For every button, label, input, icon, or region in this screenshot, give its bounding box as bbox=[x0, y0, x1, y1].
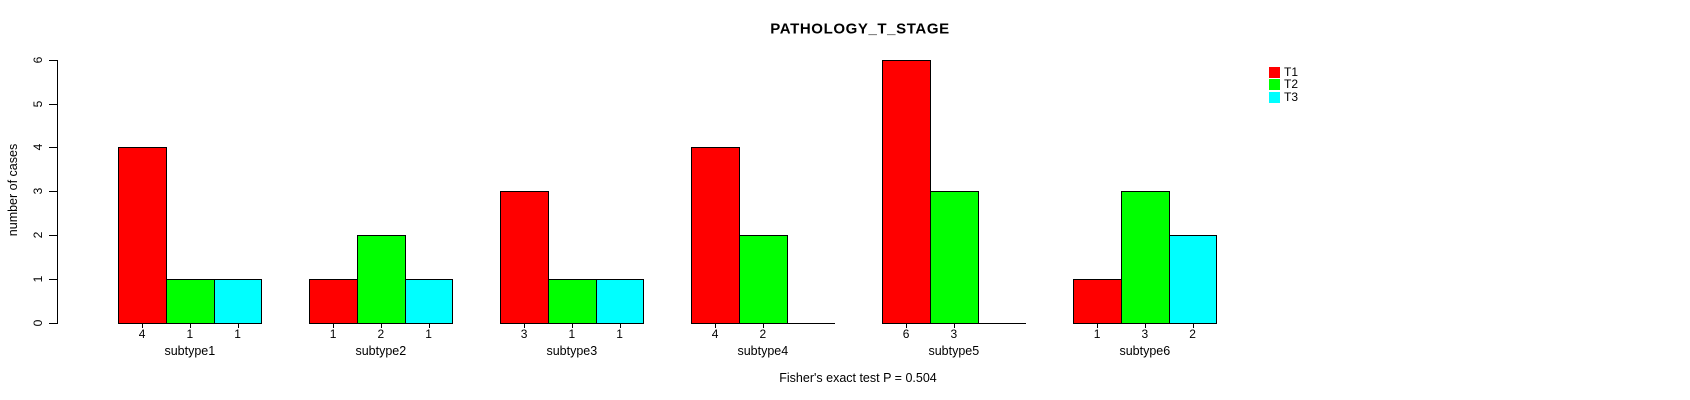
chart-title: PATHOLOGY_T_STAGE bbox=[770, 20, 950, 38]
category-label-subtype1: subtype1 bbox=[164, 344, 216, 358]
y-axis-tick-label: 1 bbox=[31, 275, 45, 283]
x-axis-tick bbox=[1144, 324, 1146, 328]
y-axis-tick-label: 3 bbox=[31, 187, 45, 195]
bar-value-label-T2-subtype1: 1 bbox=[186, 327, 194, 341]
legend-label-T1: T1 bbox=[1284, 65, 1299, 79]
legend-swatch-T1 bbox=[1269, 67, 1280, 78]
bar-value-label-T1-subtype2: 1 bbox=[329, 327, 337, 341]
y-axis-tick-label: 0 bbox=[31, 319, 45, 327]
bar-value-label-T1-subtype6: 1 bbox=[1093, 327, 1101, 341]
y-axis-tick bbox=[49, 279, 57, 281]
legend-label-T2: T2 bbox=[1284, 77, 1299, 92]
y-axis-tick bbox=[49, 235, 57, 237]
category-label-subtype5: subtype5 bbox=[928, 344, 980, 358]
y-axis-tick bbox=[49, 323, 57, 324]
bar-value-label-T1-subtype1: 4 bbox=[138, 327, 146, 341]
legend-swatch-T2 bbox=[1269, 79, 1280, 91]
bar-value-label-T2-subtype3: 1 bbox=[568, 327, 576, 341]
bar-value-label-T2-subtype5: 3 bbox=[950, 327, 958, 341]
bar-value-label-T2-subtype2: 2 bbox=[377, 327, 385, 341]
bar-value-label-T2-subtype4: 2 bbox=[759, 327, 767, 341]
category-label-subtype3: subtype3 bbox=[546, 344, 598, 358]
bar-T1-subtype1 bbox=[118, 147, 167, 324]
x-axis-tick bbox=[189, 324, 191, 328]
x-axis-tick bbox=[333, 324, 335, 328]
bar-value-label-T3-subtype3: 1 bbox=[616, 327, 623, 341]
x-axis-tick bbox=[524, 324, 526, 328]
y-axis-tick-label: 6 bbox=[31, 56, 45, 63]
x-axis-tick bbox=[1192, 324, 1194, 328]
bar-T1-subtype2 bbox=[309, 279, 358, 324]
legend: T1 T2 T3 bbox=[1269, 65, 1299, 104]
x-axis-tick bbox=[571, 324, 573, 328]
bar-T1-subtype4 bbox=[691, 147, 740, 324]
x-axis-tick bbox=[762, 324, 764, 328]
bar-T2-subtype4 bbox=[739, 235, 788, 324]
bar-value-label-T1-subtype5: 6 bbox=[902, 327, 910, 341]
legend-item-T1: T1 bbox=[1269, 65, 1299, 79]
x-axis-tick bbox=[1097, 324, 1099, 328]
bar-T3-subtype2 bbox=[404, 279, 454, 324]
x-axis-tick bbox=[237, 324, 239, 328]
bar-value-label-T1-subtype3: 3 bbox=[520, 327, 528, 341]
category-label-subtype4: subtype4 bbox=[737, 344, 789, 358]
bar-value-label-T1-subtype4: 4 bbox=[711, 327, 719, 341]
y-axis-tick bbox=[49, 103, 57, 105]
y-axis-tick bbox=[49, 59, 57, 61]
bar-T3-subtype3 bbox=[595, 279, 645, 324]
bar-T1-subtype6 bbox=[1073, 279, 1122, 324]
bar-T2-subtype1 bbox=[166, 279, 215, 324]
bar-T2-subtype2 bbox=[357, 235, 406, 324]
bar-value-label-T2-subtype6: 3 bbox=[1141, 327, 1149, 341]
bar-value-label-T3-subtype2: 1 bbox=[425, 327, 432, 341]
bar-T2-subtype6 bbox=[1121, 191, 1170, 324]
footnote: Fisher's exact test P = 0.504 bbox=[779, 371, 937, 385]
y-axis-line bbox=[57, 59, 58, 324]
legend-swatch-T3 bbox=[1269, 91, 1280, 103]
bar-T3-subtype6 bbox=[1168, 235, 1218, 324]
bar-T2-subtype5 bbox=[930, 191, 979, 324]
y-axis-tick-label: 4 bbox=[31, 144, 45, 151]
x-axis-tick bbox=[906, 324, 908, 328]
bar-T3-subtype1 bbox=[213, 279, 263, 324]
legend-item-T2: T2 bbox=[1269, 77, 1299, 92]
y-axis-tick-label: 2 bbox=[31, 231, 45, 239]
x-axis-tick bbox=[715, 324, 717, 328]
x-axis-tick bbox=[428, 324, 430, 328]
x-axis-tick bbox=[953, 324, 955, 328]
bar-value-label-T3-subtype1: 1 bbox=[234, 327, 241, 341]
bar-T2-subtype3 bbox=[548, 279, 597, 324]
x-axis-tick bbox=[619, 324, 621, 328]
legend-label-T3: T3 bbox=[1284, 89, 1299, 104]
y-axis-tick bbox=[49, 191, 57, 193]
category-label-subtype6: subtype6 bbox=[1119, 344, 1171, 358]
category-label-subtype2: subtype2 bbox=[355, 344, 407, 358]
x-axis-tick bbox=[142, 324, 144, 328]
legend-item-T3: T3 bbox=[1269, 89, 1299, 104]
x-axis-tick bbox=[380, 324, 382, 328]
bar-T1-subtype3 bbox=[500, 191, 549, 324]
bar-value-label-T3-subtype6: 2 bbox=[1189, 327, 1196, 341]
y-axis-tick-label: 5 bbox=[31, 100, 45, 107]
bar-T1-subtype5 bbox=[882, 59, 931, 324]
y-axis-tick bbox=[49, 147, 57, 149]
